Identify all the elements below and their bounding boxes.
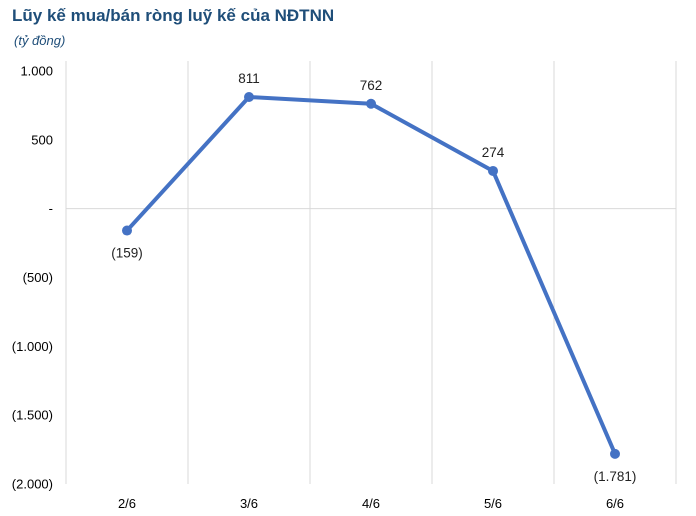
x-tick-label: 4/6 <box>362 496 380 511</box>
data-point <box>610 448 620 459</box>
chart-subtitle: (tỷ đồng) <box>14 33 66 48</box>
x-tick-label: 6/6 <box>606 496 624 511</box>
y-tick-label: (500) <box>23 270 53 285</box>
data-label: 762 <box>360 78 383 93</box>
data-label: (159) <box>111 246 143 261</box>
series-line <box>125 95 617 456</box>
data-label: (1.781) <box>594 469 637 484</box>
y-tick-label: (1.000) <box>12 339 53 354</box>
data-point <box>122 225 132 236</box>
x-tick-label: 3/6 <box>240 496 258 511</box>
y-tick-label: (1.500) <box>12 408 53 423</box>
chart-title: Lũy kế mua/bán ròng luỹ kế của NĐTNN <box>12 6 335 25</box>
x-tick-label: 2/6 <box>118 496 136 511</box>
y-tick-label: 500 <box>31 132 53 147</box>
x-tick-label: 5/6 <box>484 496 502 511</box>
y-tick-label: - <box>49 201 53 216</box>
data-label: 274 <box>482 145 505 160</box>
y-tick-label: 1.000 <box>20 64 53 79</box>
data-point <box>244 92 254 103</box>
data-label: 811 <box>238 71 260 86</box>
data-point <box>366 98 376 109</box>
data-point <box>488 165 498 176</box>
y-tick-label: (2.000) <box>12 477 53 492</box>
